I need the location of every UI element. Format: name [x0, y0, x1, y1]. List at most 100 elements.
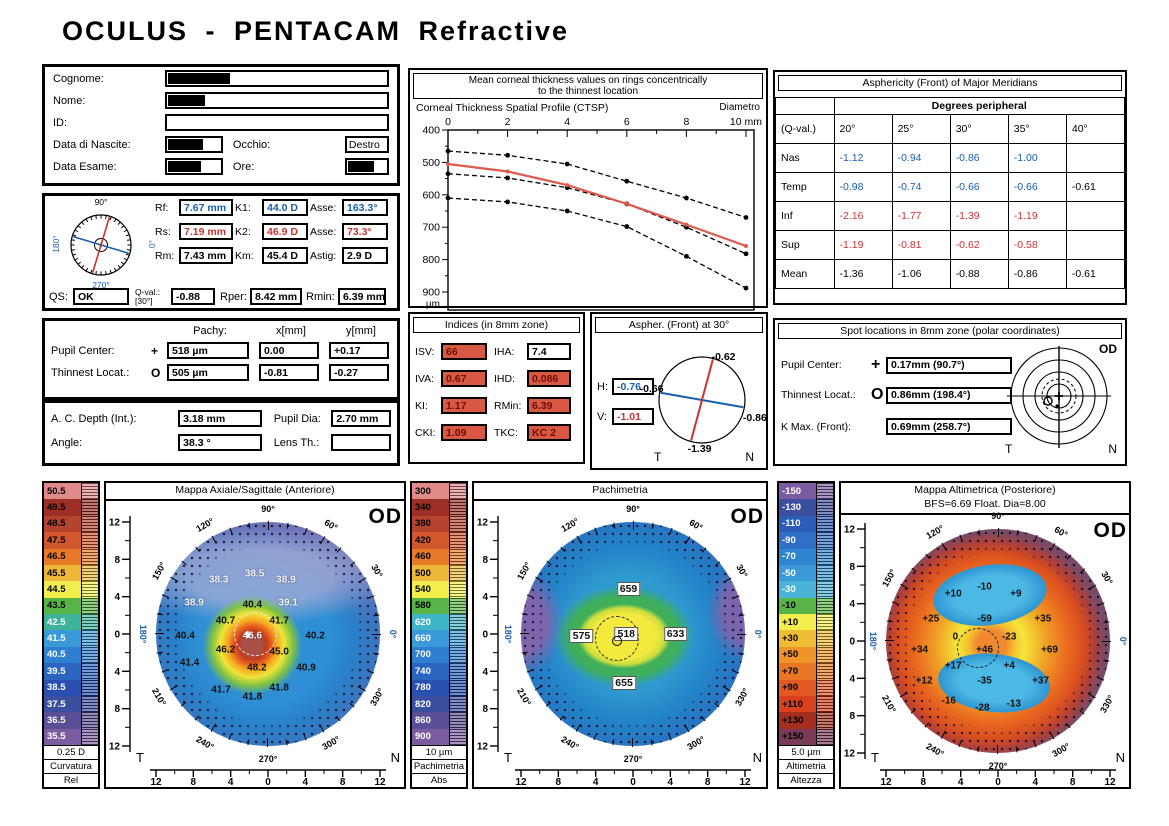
scale-cell: 42.5 [44, 614, 98, 631]
pupil-center-y[interactable]: +0.17 [329, 342, 389, 359]
qval-cell: -1.77 [891, 201, 951, 231]
ihd-label: IHD: [494, 372, 515, 385]
svg-text:12: 12 [739, 777, 751, 787]
qs-value[interactable]: OK [73, 288, 129, 305]
thinnest-pachy[interactable]: 505 µm [167, 364, 249, 381]
scale-cell: +50 [779, 646, 833, 664]
ihd-value[interactable]: 0.086 [527, 370, 571, 387]
scale-cell: +30 [779, 630, 833, 647]
map-tick [998, 528, 999, 537]
row-label-sup: Sup [775, 230, 835, 260]
svg-text:12: 12 [515, 777, 527, 787]
73-3-value[interactable]: 73.3° [342, 223, 388, 240]
angle-label-90: 90° [991, 510, 1005, 521]
aspher-bottom-value: -1.39 [687, 443, 712, 456]
data-di-nascite-input[interactable] [165, 136, 223, 153]
cki-value[interactable]: 1.09 [441, 424, 487, 441]
row-label-nas: Nas [775, 143, 835, 173]
k2-label: K2: [235, 225, 251, 238]
id-input[interactable] [165, 114, 389, 131]
pupil-center-x[interactable]: 0.00 [259, 342, 319, 359]
ore-input[interactable] [344, 158, 389, 175]
pachy-y-axis: 12 8 4 0 4 8 12 [474, 501, 500, 787]
rmin-value[interactable]: 6.39 mm [338, 288, 386, 305]
163-3-value[interactable]: 163.3° [342, 199, 388, 216]
svg-text:4: 4 [849, 599, 855, 610]
angle-label-90: 90° [261, 503, 275, 514]
angle-label-0: 0° [388, 629, 399, 639]
cognome-input[interactable] [165, 70, 389, 87]
svg-text:12: 12 [844, 749, 856, 760]
7-67-mm-value[interactable]: 7.67 mm [179, 199, 233, 216]
pupil-center-pachy[interactable]: 518 µm [167, 342, 249, 359]
7-43-mm-value[interactable]: 7.43 mm [179, 247, 233, 264]
spot-kmax-value[interactable]: 0.69mm (258.7°) [886, 418, 1012, 435]
pachymetry-map: 90° 120° 60° 150° 30° 180° 0° 210° 330° 240° 300° 2… [503, 504, 764, 765]
46-9-d-value[interactable]: 46.9 D [262, 223, 308, 240]
qval-value[interactable]: -0.88 [171, 288, 215, 305]
corner-blank [775, 97, 835, 115]
table-row: Mean -1.36 -1.06 -0.88 -0.86 -0.61 [775, 259, 1126, 289]
ctsp-sub-label: Corneal Thickness Spatial Profile (CTSP) [416, 102, 609, 114]
h-value[interactable]: -0.76 [612, 378, 654, 395]
qval-cell: -0.86 [949, 143, 1009, 173]
axis-dial: 90° 270° 180° 0° [49, 197, 157, 290]
2-9-d-value[interactable]: 2.9 D [342, 247, 388, 264]
map-value: 41.7 [269, 615, 289, 627]
rmin-value[interactable]: 6.39 [527, 397, 571, 414]
map-tick [633, 521, 634, 530]
elev-y-axis: 12 8 4 0 4 8 12 [841, 515, 867, 787]
thinnest-y[interactable]: -0.27 [329, 364, 389, 381]
44-0-d-value[interactable]: 44.0 D [262, 199, 308, 216]
svg-text:12: 12 [477, 742, 489, 753]
v-value[interactable]: -1.01 [612, 408, 654, 425]
svg-text:8: 8 [114, 704, 120, 715]
iha-value[interactable]: 7.4 [527, 343, 571, 360]
scale-cell: 660 [412, 630, 466, 647]
isv-value[interactable]: 66 [441, 343, 487, 360]
ki-label: KI: [415, 399, 428, 412]
patient-row: Data di Nascite: Occhio: Destro [53, 134, 389, 155]
spot-thinnest-value[interactable]: 0.86mm (198.4°) [886, 386, 1012, 404]
map-value: +46 [976, 644, 994, 656]
spot-kmax-label: K Max. (Front): [781, 420, 852, 433]
nome-input[interactable] [165, 92, 389, 109]
svg-text:0: 0 [482, 630, 488, 641]
map-tick [1102, 641, 1111, 642]
pupil-dia-value[interactable]: 2.70 mm [331, 410, 391, 427]
spot-pupil-value[interactable]: 0.17mm (90.7°) [886, 356, 1012, 374]
map-tick [520, 633, 529, 634]
thinnest-x[interactable]: -0.81 [259, 364, 319, 381]
axial-topography-map: 90° 120° 60° 150° 30° 180° 0° 210° 330° 240° 300° 2… [138, 504, 399, 765]
rper-value[interactable]: 8.42 mm [250, 288, 302, 305]
scale-cell: -10 [779, 597, 833, 614]
circle-marker-icon: O [151, 365, 161, 380]
acd-value[interactable]: 3.18 mm [178, 410, 262, 427]
table-row: Sup -1.19 -0.81 -0.62 -0.58 [775, 230, 1126, 260]
tkc-value[interactable]: KC 2 [527, 424, 571, 441]
ore-label: Ore: [232, 160, 255, 173]
qval-cell: -1.19 [1007, 201, 1067, 231]
data-esame-input[interactable] [165, 158, 223, 175]
qval-cell: -1.00 [1007, 143, 1067, 173]
occhio-input[interactable]: Destro [344, 136, 389, 153]
aspher-left-value: -0.66 [639, 383, 664, 396]
iva-value[interactable]: 0.67 [441, 370, 487, 387]
map-value: 41.4 [179, 657, 200, 669]
qval-cell: -0.98 [833, 172, 893, 202]
ki-value[interactable]: 1.17 [441, 397, 487, 414]
45-4-d-value[interactable]: 45.4 D [262, 247, 308, 264]
map-tick [267, 738, 268, 747]
id-label: ID: [53, 116, 68, 129]
v-label: V: [597, 410, 607, 423]
angle-label-180: 180° [137, 624, 148, 644]
qval-cell [1065, 143, 1126, 173]
indices-panel: Indices (in 8mm zone) ISV: 66 IHA: 7.4 IVA: 0… [408, 312, 585, 464]
rs-label: Rs: [155, 225, 171, 238]
angle-value[interactable]: 38.3 ° [178, 434, 262, 451]
pupil-edge-circle [956, 627, 999, 668]
7-19-mm-value[interactable]: 7.19 mm [179, 223, 233, 240]
x-axis-svg: 12 8 4 0 4 8 12 [880, 769, 1116, 788]
lens-th-value[interactable] [331, 434, 391, 451]
angle-label-210: 210° [880, 693, 899, 715]
